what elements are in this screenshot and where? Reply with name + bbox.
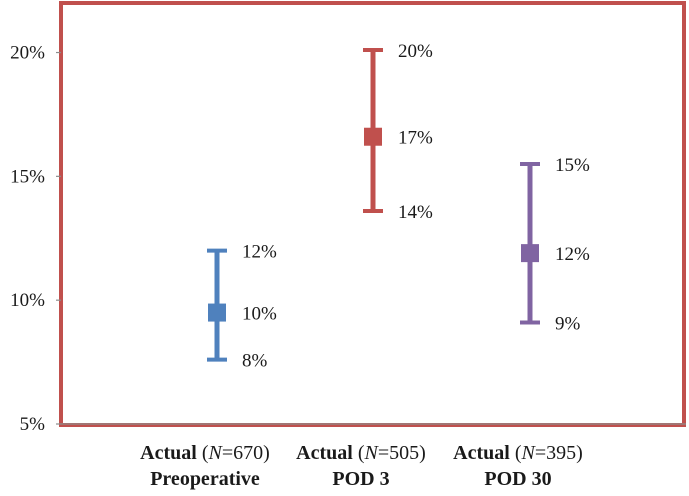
category-label-part: N	[521, 442, 537, 464]
category-label-line1: Actual (N=505)	[296, 442, 426, 464]
category-label-line2: POD 3	[332, 468, 389, 490]
y-tick-label: 20%	[10, 43, 45, 64]
category-label-line1: Actual (N=395)	[453, 442, 583, 464]
data-marks: 12% 10% 8% 20% 17% 14% 15% 12% 9%	[207, 41, 590, 372]
category-label-line2: Preoperative	[150, 468, 260, 490]
point-value-label: 12%	[555, 244, 590, 265]
point-marker	[521, 244, 539, 263]
category-label-part: N	[364, 442, 380, 464]
plot-frame	[59, 1, 686, 427]
category-label-part: =505)	[378, 442, 426, 464]
low-value-label: 9%	[555, 313, 581, 334]
category-label-part: =670)	[222, 442, 270, 464]
category-label-part: Actual	[296, 442, 353, 464]
point-marker	[364, 127, 382, 146]
category-label-part: Actual	[453, 442, 510, 464]
point-value-label: 17%	[398, 128, 433, 149]
point-marker	[208, 303, 226, 322]
high-value-label: 20%	[398, 41, 433, 62]
category-label-part: N	[208, 442, 224, 464]
y-axis: 5% 10% 15% 20%	[10, 43, 61, 435]
category-label-part: =395)	[535, 442, 583, 464]
category-label-part: (	[197, 442, 209, 464]
category-label-line2: POD 30	[484, 468, 551, 490]
category-label-part: Actual	[140, 442, 197, 464]
category-label-part: (	[510, 442, 522, 464]
high-value-label: 15%	[555, 155, 590, 176]
y-tick-label: 15%	[10, 166, 45, 187]
y-tick-label: 10%	[10, 290, 45, 311]
high-value-label: 12%	[242, 242, 277, 263]
low-value-label: 14%	[398, 202, 433, 223]
point-value-label: 10%	[242, 304, 277, 325]
category-label-part: (	[353, 442, 365, 464]
category-label-line1: Actual (N=670)	[140, 442, 270, 464]
low-value-label: 8%	[242, 351, 268, 372]
y-tick-label: 5%	[20, 414, 46, 435]
